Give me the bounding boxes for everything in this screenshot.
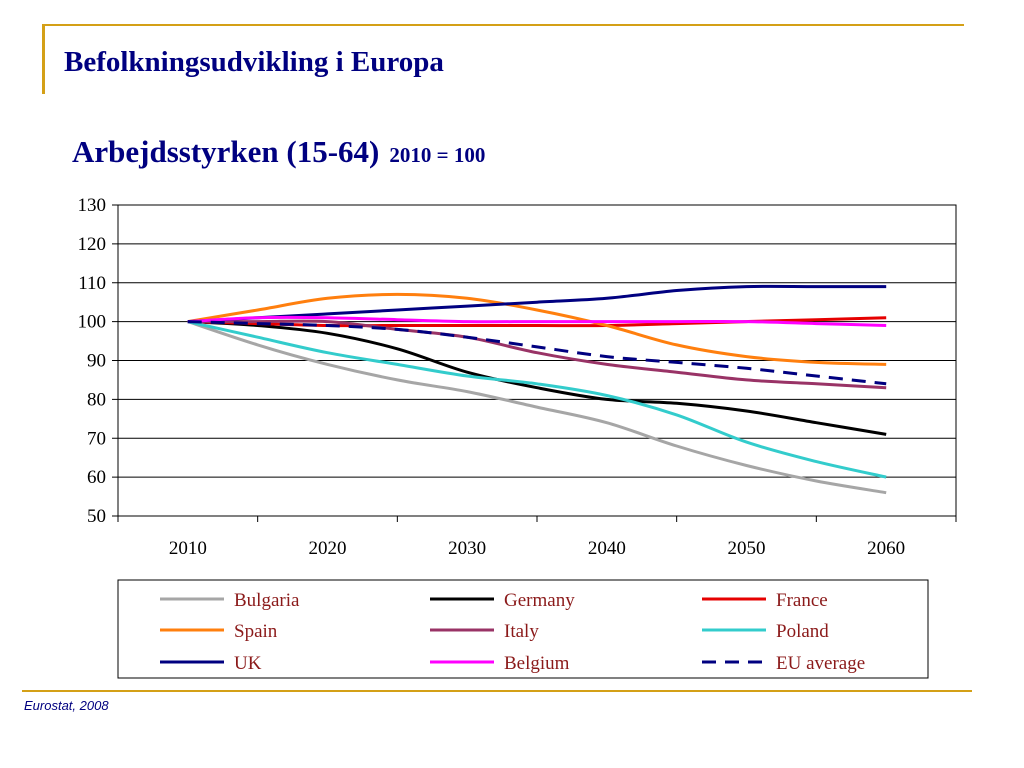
series-line-spain (187, 292, 887, 366)
source-note: Eurostat, 2008 (24, 698, 109, 713)
chart-heading: Arbejdsstyrken (15-64) 2010 = 100 (72, 134, 485, 170)
slide-title: Befolkningsudvikling i Europa (64, 46, 444, 78)
title-accent-vertical (42, 24, 45, 94)
series-line-germany (187, 320, 887, 436)
footer-rule (22, 690, 972, 692)
chart-title: Arbejdsstyrken (15-64) (72, 134, 380, 169)
series-line-poland (187, 320, 887, 479)
series-line-uk (187, 284, 887, 324)
series-line-belgium (187, 315, 887, 327)
y-tick-label: 130 (78, 195, 107, 216)
chart-subtitle: 2010 = 100 (389, 143, 486, 167)
series-line-bulgaria (187, 320, 887, 495)
legend-label-germany: Germany (504, 590, 575, 611)
series-line-italy (187, 319, 887, 390)
legend-label-bulgaria: Bulgaria (234, 590, 300, 611)
legend: Bulgaria Germany France Spain Italy Poland UK B… (117, 579, 929, 679)
y-tick-label: 110 (78, 273, 106, 294)
legend-label-eu-average: EU average (776, 653, 865, 674)
y-tick-label: 120 (78, 234, 107, 255)
x-tick-label: 2020 (309, 538, 347, 559)
legend-label-france: France (776, 590, 828, 611)
x-tick-label: 2050 (728, 538, 766, 559)
legend-label-italy: Italy (504, 621, 539, 642)
axes: 50 60 70 80 90 100 110 120 130 2010 2020 2030 2040 20… (78, 195, 957, 559)
y-tick-label: 90 (87, 351, 106, 372)
legend-label-spain: Spain (234, 621, 278, 642)
x-tick-label: 2010 (169, 538, 207, 559)
legend-label-belgium: Belgium (504, 653, 570, 674)
x-tick-label: 2030 (448, 538, 486, 559)
legend-label-uk: UK (234, 653, 262, 674)
x-tick-label: 2060 (867, 538, 905, 559)
x-tick-label: 2040 (588, 538, 626, 559)
y-tick-label: 60 (87, 467, 106, 488)
gridlines (118, 243, 956, 478)
y-tick-label: 100 (78, 312, 107, 333)
legend-label-poland: Poland (776, 621, 829, 642)
y-tick-label: 70 (87, 428, 106, 449)
y-tick-label: 50 (87, 506, 106, 527)
series-lines (187, 284, 887, 495)
title-accent-horizontal (42, 24, 964, 26)
series-line-eu-average (187, 320, 887, 386)
legend-box (117, 579, 929, 679)
line-chart: 50 60 70 80 90 100 110 120 130 2010 2020 2030 2040 20… (78, 195, 957, 679)
y-tick-label: 80 (87, 389, 106, 410)
